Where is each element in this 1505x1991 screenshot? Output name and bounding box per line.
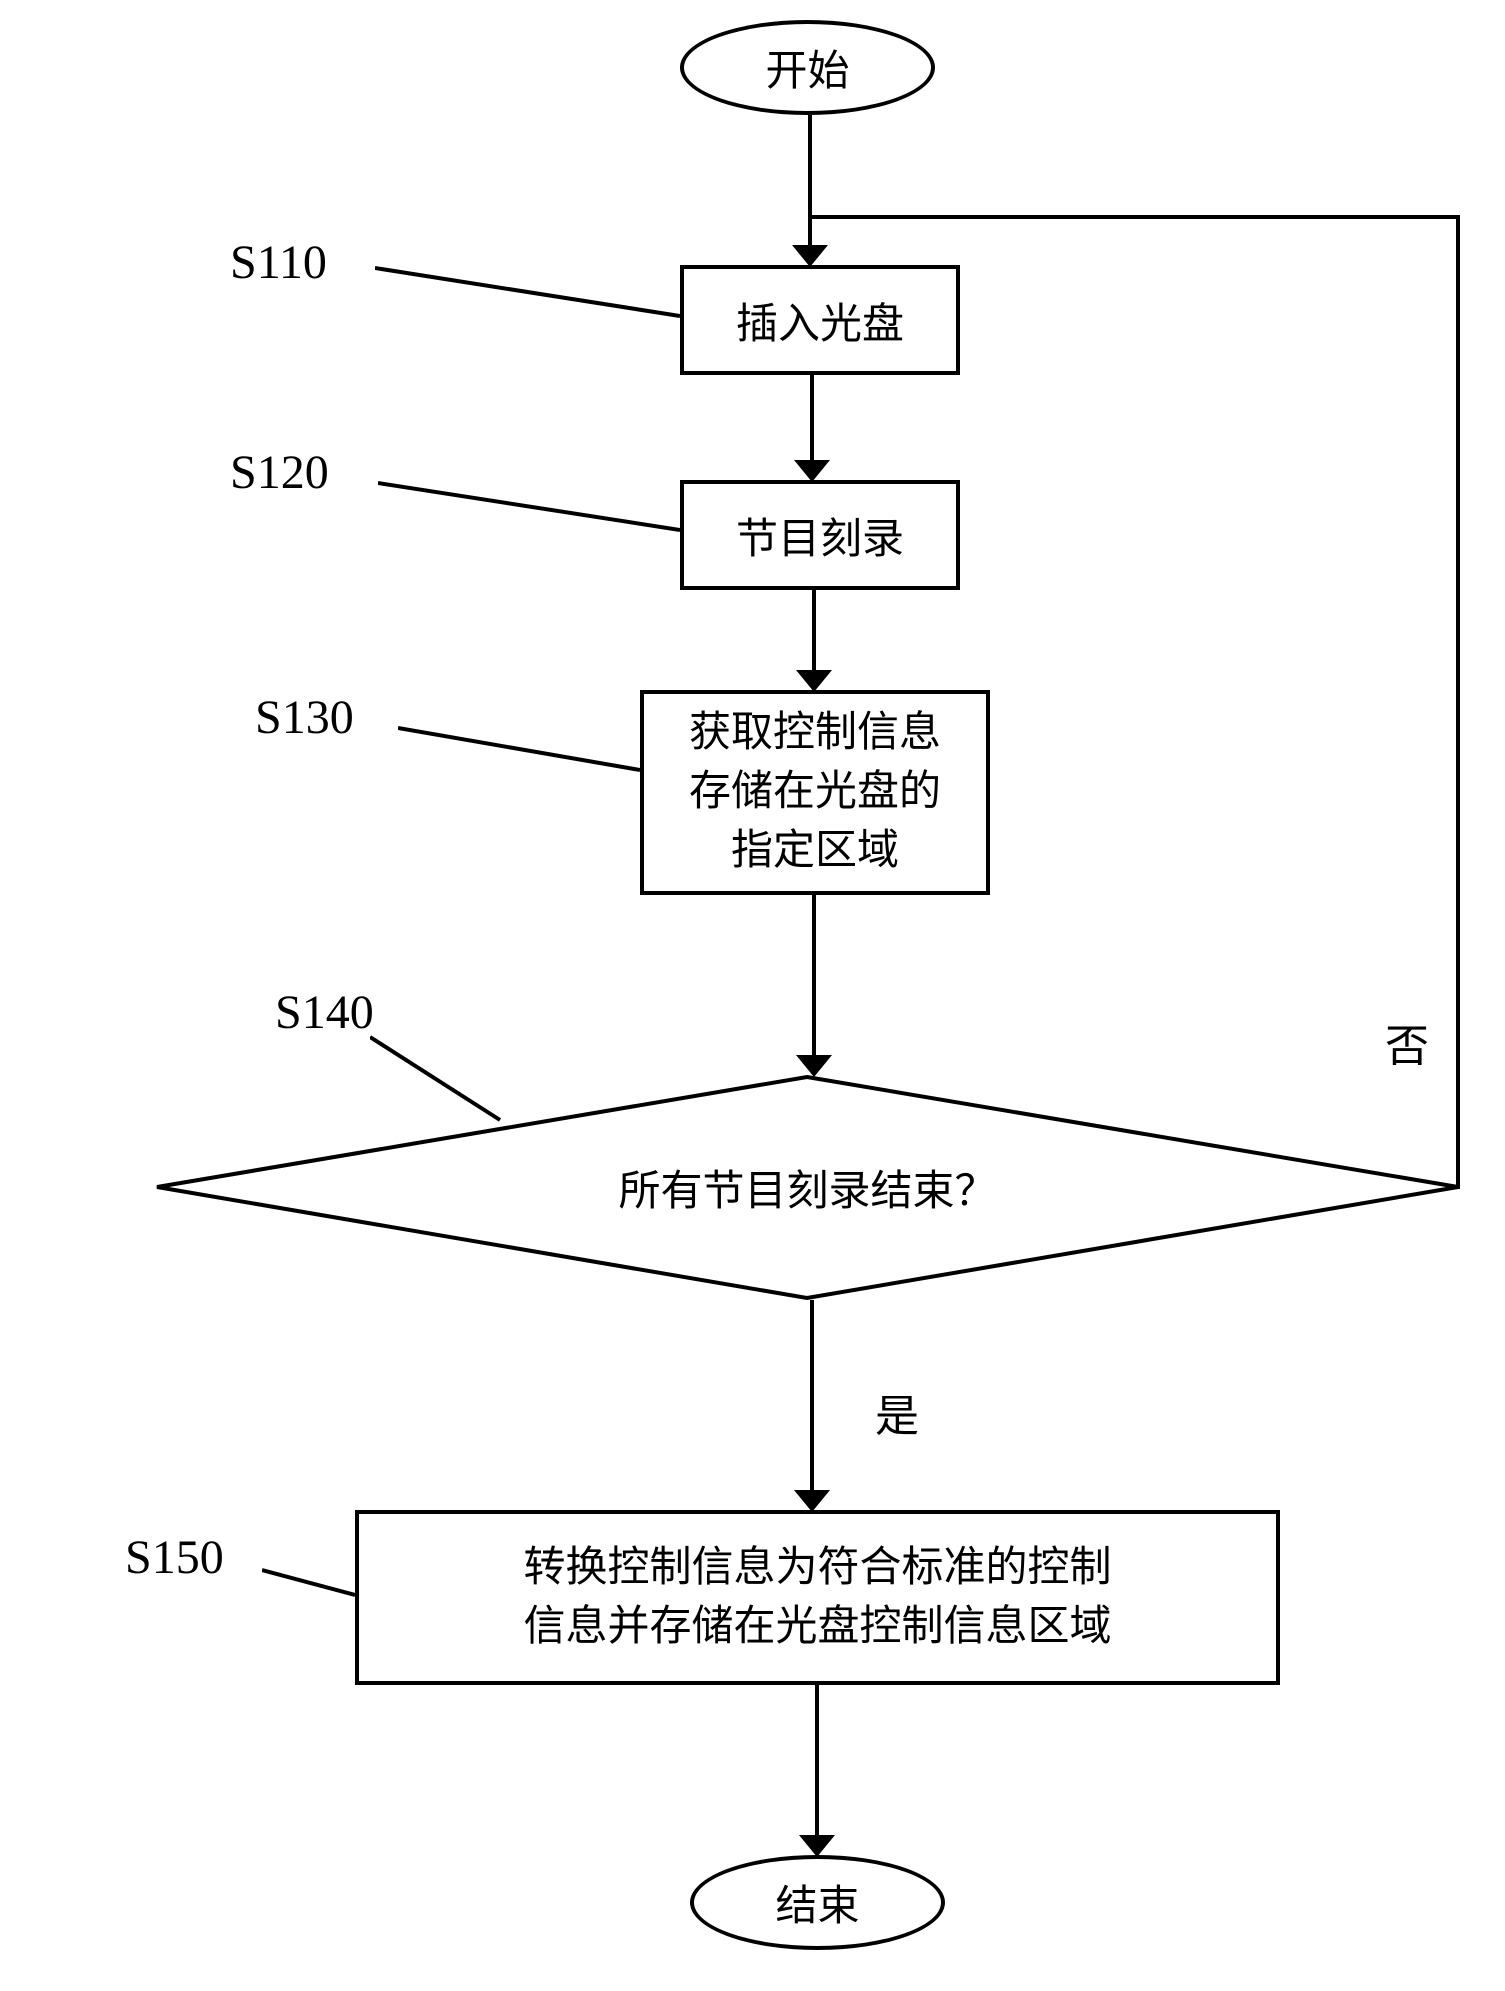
arrowhead-s130-s140: [796, 1055, 832, 1077]
step-label-s140: S140: [275, 985, 374, 1040]
pointer-s120: [378, 475, 680, 535]
edge-s130-s140: [812, 895, 816, 1055]
step-label-s120: S120: [230, 445, 329, 500]
process-s130-text: 获取控制信息 存储在光盘的 指定区域: [689, 704, 941, 880]
edge-no-vert: [1456, 215, 1460, 1189]
edge-s110-s120: [810, 375, 814, 460]
terminal-end-text: 结束: [775, 1872, 859, 1933]
process-s120-text: 节目刻录: [736, 505, 904, 566]
process-s120: 节目刻录: [680, 480, 960, 590]
edge-start-s110: [808, 115, 812, 245]
step-label-s110-text: S110: [230, 236, 327, 289]
step-label-s150: S150: [125, 1530, 224, 1585]
arrowhead-start-s110: [792, 245, 828, 267]
edge-s120-s130: [812, 590, 816, 670]
branch-label-no: 否: [1385, 1010, 1429, 1074]
process-s150-text: 转换控制信息为符合标准的控制 信息并存储在光盘控制信息区域: [523, 1539, 1111, 1657]
arrowhead-yes: [794, 1490, 830, 1512]
step-label-s130-text: S130: [255, 691, 354, 744]
edge-yes: [810, 1300, 814, 1490]
branch-label-no-text: 否: [1385, 1022, 1429, 1071]
terminal-start: 开始: [680, 20, 935, 115]
arrowhead-s150-end: [799, 1835, 835, 1857]
step-label-s120-text: S120: [230, 446, 329, 499]
terminal-start-text: 开始: [765, 37, 849, 98]
step-label-s150-text: S150: [125, 1531, 224, 1584]
pointer-s130: [398, 720, 640, 775]
step-label-s130: S130: [255, 690, 354, 745]
terminal-end: 结束: [690, 1855, 945, 1950]
arrowhead-s110-s120: [794, 460, 830, 482]
process-s110: 插入光盘: [680, 265, 960, 375]
edge-s150-end: [815, 1685, 819, 1835]
step-label-s110: S110: [230, 235, 327, 290]
edge-no-horiz: [810, 215, 1460, 219]
step-label-s140-text: S140: [275, 986, 374, 1039]
pointer-s150: [262, 1565, 355, 1600]
process-s150: 转换控制信息为符合标准的控制 信息并存储在光盘控制信息区域: [355, 1510, 1280, 1685]
decision-s140: 所有节目刻录结束？: [155, 1075, 1460, 1300]
branch-label-yes: 是: [875, 1380, 919, 1444]
arrowhead-s120-s130: [796, 670, 832, 692]
pointer-s110: [375, 260, 680, 320]
branch-label-yes-text: 是: [875, 1392, 919, 1441]
process-s110-text: 插入光盘: [736, 290, 904, 351]
process-s130: 获取控制信息 存储在光盘的 指定区域: [640, 690, 990, 895]
decision-s140-text: 所有节目刻录结束？: [155, 1075, 1460, 1300]
